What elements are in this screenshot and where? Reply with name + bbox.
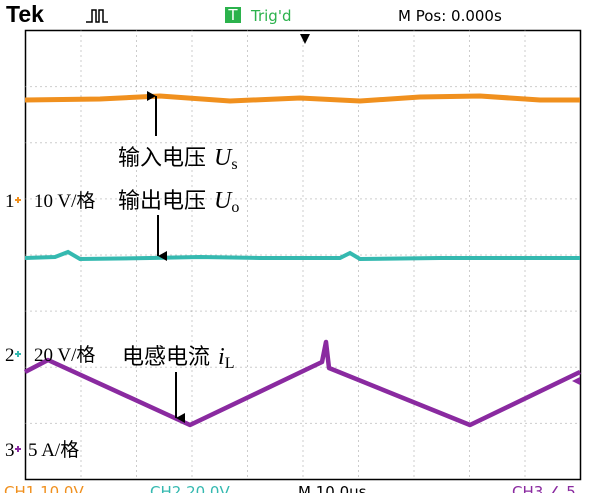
channel-marker: 2 (5, 345, 15, 366)
channel-marker-icon (15, 197, 21, 203)
footer-time: M 10.0μs (298, 483, 367, 493)
channel-marker: 3 (5, 440, 15, 461)
channel-marker-icon (15, 351, 21, 357)
footer-ch2: CH2 20.0V (150, 483, 230, 493)
channel-scale: 20 V/格 (34, 344, 95, 366)
annotation: 电感电流 iL (122, 344, 234, 372)
annotation: 输入电压 Us (118, 145, 238, 173)
annotation-text: 输出电压 (118, 189, 206, 214)
annotation-var: U (214, 188, 233, 214)
annotation-sub: s (231, 156, 237, 173)
trigger-icon-bg (225, 7, 241, 23)
trigger-icon: T (227, 6, 238, 24)
annotation-sub: L (225, 355, 235, 372)
footer-ch1: CH1 10.0V (4, 483, 84, 493)
trace-output-voltage (24, 249, 580, 262)
annotation-sub: o (231, 199, 239, 216)
brand: Tek (6, 1, 44, 27)
trigger-type-icon (86, 9, 108, 23)
position-readout: M Pos: 0.000s (398, 7, 502, 25)
trigger-pos-marker (300, 34, 310, 44)
trigger-status: Trig'd (250, 7, 291, 25)
annotation-var: i (218, 344, 225, 370)
annotation: 输出电压 Uo (118, 188, 239, 216)
channel-scale: 10 V/格 (34, 190, 95, 212)
annotation-text: 输入电压 (118, 146, 206, 171)
annotation-var: U (214, 145, 233, 171)
trace-input-voltage (24, 93, 580, 104)
channel-scale: 5 A/格 (28, 439, 79, 461)
channel-marker-icon (15, 446, 21, 452)
annotation-text: 电感电流 (122, 345, 210, 370)
footer-ch3: CH3 ∠ 5 (512, 483, 576, 493)
trace-inductor-current (23, 339, 581, 428)
channel-marker: 1 (5, 191, 15, 212)
ch3-level-marker (572, 377, 580, 385)
